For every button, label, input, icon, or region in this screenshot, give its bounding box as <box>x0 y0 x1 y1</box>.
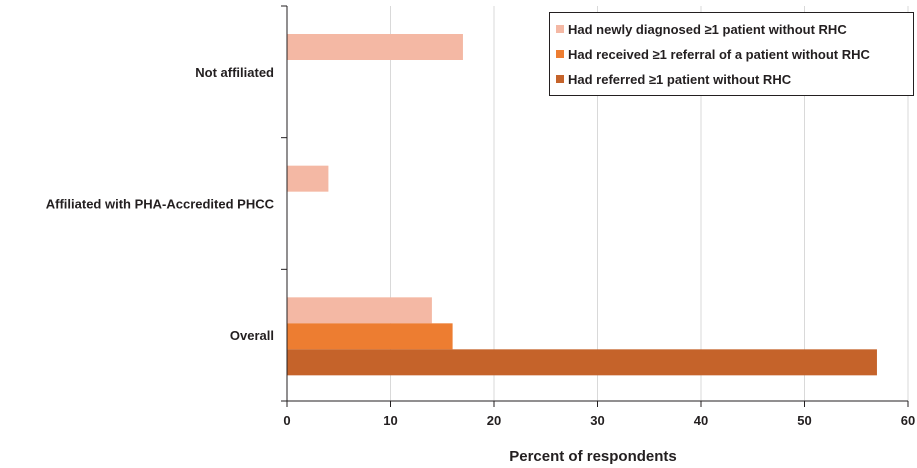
legend-swatch <box>556 50 564 58</box>
legend-swatch <box>556 75 564 83</box>
category-label: Affiliated with PHA-Accredited PHCC <box>46 197 275 212</box>
legend-label: Had received ≥1 referral of a patient wi… <box>568 46 870 62</box>
x-tick-label: 60 <box>901 413 915 428</box>
x-tick-label: 10 <box>383 413 397 428</box>
x-axis-label: Percent of respondents <box>509 448 677 465</box>
legend-item-received-referral: Had received ≥1 referral of a patient wi… <box>556 44 870 64</box>
legend: Had newly diagnosed ≥1 patient without R… <box>549 12 914 96</box>
legend-item-referred: Had referred ≥1 patient without RHC <box>556 69 791 89</box>
bars <box>287 34 877 376</box>
bar <box>287 323 453 350</box>
bar <box>287 349 877 376</box>
x-tick-label: 50 <box>797 413 811 428</box>
bar <box>287 34 463 60</box>
category-label: Not affiliated <box>195 65 274 80</box>
legend-item-newly-diagnosed: Had newly diagnosed ≥1 patient without R… <box>556 19 847 39</box>
legend-label: Had referred ≥1 patient without RHC <box>568 71 792 87</box>
legend-label: Had newly diagnosed ≥1 patient without R… <box>568 21 847 37</box>
bar <box>287 165 329 192</box>
x-tick-label: 40 <box>694 413 708 428</box>
category-label: Overall <box>230 328 274 343</box>
legend-swatch <box>556 25 564 33</box>
x-tick-label: 0 <box>283 413 290 428</box>
category-labels: Not affiliated Affiliated with PHA-Accred… <box>46 65 275 343</box>
x-tick-labels: 0 10 20 30 40 50 60 <box>283 413 915 428</box>
bar <box>287 297 432 324</box>
x-tick-label: 20 <box>487 413 501 428</box>
x-tick-label: 30 <box>590 413 604 428</box>
axes <box>281 5 909 407</box>
